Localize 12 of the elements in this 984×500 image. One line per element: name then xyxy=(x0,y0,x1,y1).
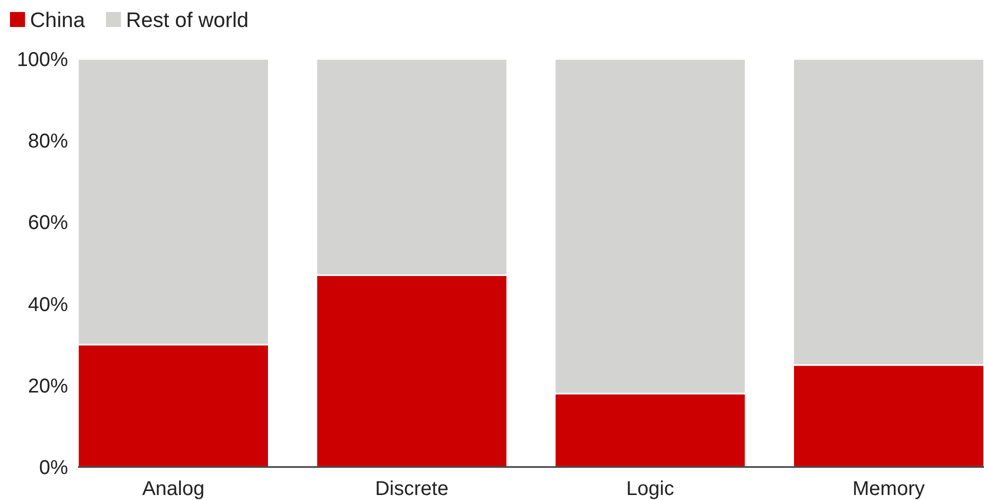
y-tick-label: 100% xyxy=(16,49,68,71)
x-tick-label: Discrete xyxy=(375,478,448,500)
y-tick-label: 80% xyxy=(28,130,68,153)
x-tick-label: Analog xyxy=(142,478,205,500)
y-tick-label: 20% xyxy=(28,375,68,398)
x-tick-label: Memory xyxy=(852,478,925,500)
y-tick-label: 0% xyxy=(39,457,68,479)
legend-label: China xyxy=(30,9,86,32)
y-tick-label: 40% xyxy=(28,294,68,316)
y-tick-label: 60% xyxy=(28,212,68,234)
series-label: Rest of world xyxy=(126,9,249,32)
x-tick-label: Logic xyxy=(626,478,674,500)
